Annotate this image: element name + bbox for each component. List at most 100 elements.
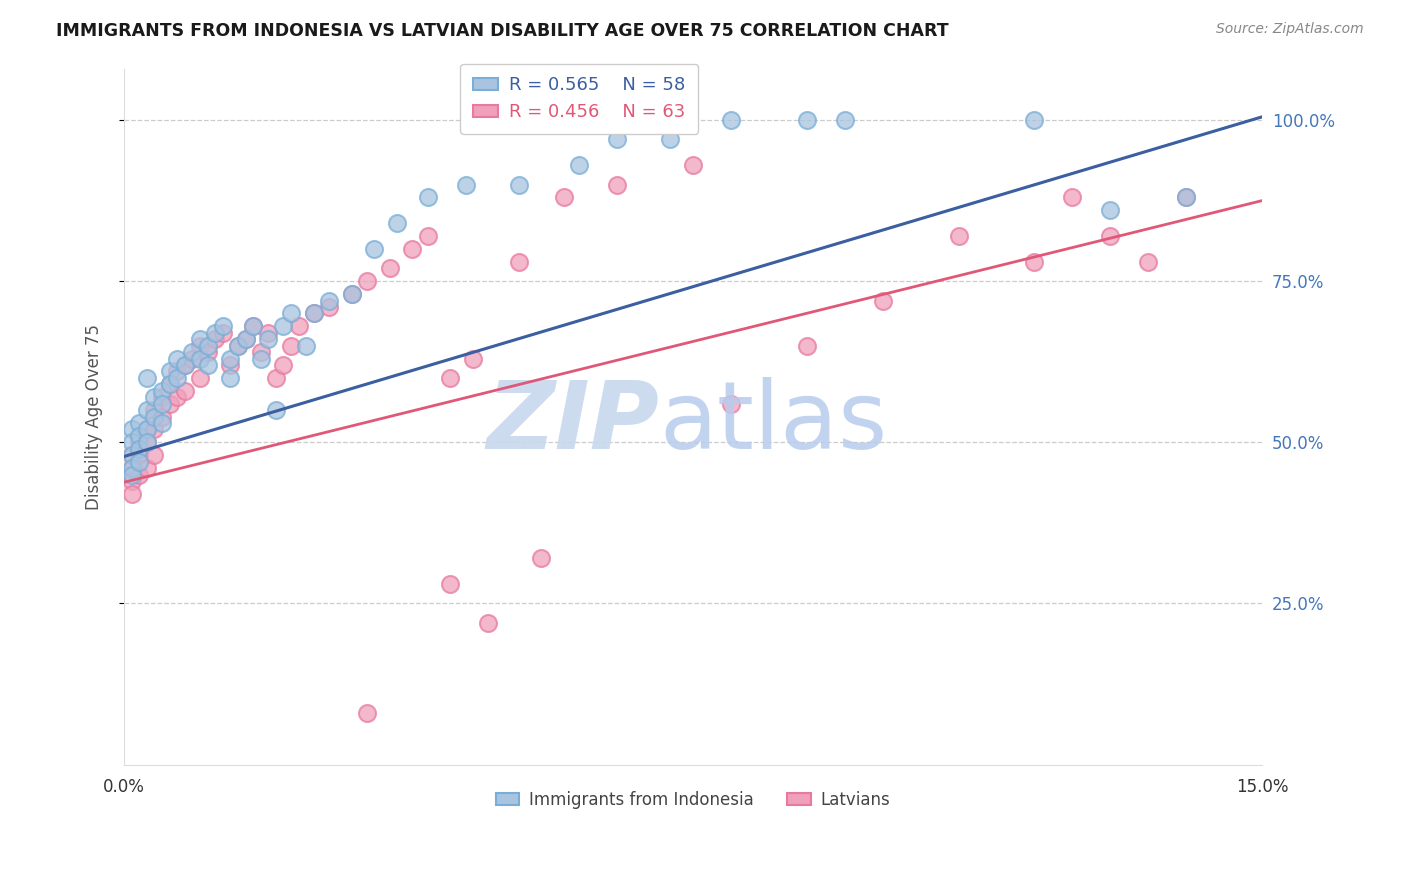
Y-axis label: Disability Age Over 75: Disability Age Over 75 — [86, 324, 103, 509]
Point — [166, 390, 188, 404]
Point — [401, 242, 423, 256]
Point — [226, 338, 249, 352]
Point — [197, 338, 219, 352]
Point — [219, 358, 242, 372]
Point — [121, 422, 143, 436]
Point — [150, 409, 173, 424]
Point — [553, 190, 575, 204]
Point — [128, 467, 150, 482]
Point — [1137, 255, 1160, 269]
Point — [378, 261, 401, 276]
Point — [204, 326, 226, 340]
Point — [128, 429, 150, 443]
Point — [1024, 255, 1046, 269]
Point — [439, 577, 461, 591]
Point — [235, 332, 257, 346]
Point — [508, 255, 530, 269]
Point — [135, 422, 157, 436]
Point — [135, 435, 157, 450]
Point — [128, 435, 150, 450]
Point — [948, 229, 970, 244]
Point — [257, 326, 280, 340]
Point — [1175, 190, 1198, 204]
Point — [477, 615, 499, 630]
Point — [143, 448, 166, 462]
Point — [135, 461, 157, 475]
Point — [166, 364, 188, 378]
Point — [249, 345, 271, 359]
Point — [188, 351, 211, 366]
Point — [720, 396, 742, 410]
Point — [135, 422, 157, 436]
Text: IMMIGRANTS FROM INDONESIA VS LATVIAN DISABILITY AGE OVER 75 CORRELATION CHART: IMMIGRANTS FROM INDONESIA VS LATVIAN DIS… — [56, 22, 949, 40]
Point — [264, 403, 287, 417]
Point — [226, 338, 249, 352]
Point — [416, 190, 439, 204]
Point — [197, 345, 219, 359]
Point — [568, 158, 591, 172]
Point — [135, 435, 157, 450]
Point — [121, 448, 143, 462]
Legend: Immigrants from Indonesia, Latvians: Immigrants from Indonesia, Latvians — [489, 784, 897, 815]
Point — [318, 293, 340, 308]
Point — [295, 338, 318, 352]
Point — [181, 345, 204, 359]
Point — [188, 371, 211, 385]
Point — [150, 416, 173, 430]
Point — [121, 474, 143, 488]
Point — [1099, 203, 1122, 218]
Point — [121, 435, 143, 450]
Point — [280, 306, 302, 320]
Point — [173, 358, 195, 372]
Point — [1175, 190, 1198, 204]
Point — [128, 455, 150, 469]
Point — [606, 178, 628, 192]
Point — [796, 113, 818, 128]
Point — [128, 442, 150, 456]
Point — [159, 364, 181, 378]
Point — [454, 178, 477, 192]
Point — [181, 351, 204, 366]
Point — [416, 229, 439, 244]
Point — [242, 319, 264, 334]
Point — [796, 338, 818, 352]
Point — [720, 113, 742, 128]
Point — [121, 487, 143, 501]
Point — [356, 706, 378, 720]
Text: ZIP: ZIP — [486, 377, 659, 469]
Point — [273, 358, 295, 372]
Point — [159, 377, 181, 392]
Point — [1099, 229, 1122, 244]
Point — [150, 384, 173, 398]
Point — [318, 300, 340, 314]
Point — [121, 467, 143, 482]
Point — [150, 396, 173, 410]
Point — [173, 384, 195, 398]
Point — [219, 351, 242, 366]
Point — [204, 332, 226, 346]
Point — [363, 242, 385, 256]
Point — [121, 461, 143, 475]
Point — [1024, 113, 1046, 128]
Point — [188, 338, 211, 352]
Point — [249, 351, 271, 366]
Point — [135, 403, 157, 417]
Point — [682, 158, 704, 172]
Point — [280, 338, 302, 352]
Point — [173, 358, 195, 372]
Point — [257, 332, 280, 346]
Point — [121, 461, 143, 475]
Point — [143, 403, 166, 417]
Text: atlas: atlas — [659, 377, 887, 469]
Point — [273, 319, 295, 334]
Point — [211, 319, 233, 334]
Point — [439, 371, 461, 385]
Point — [340, 287, 363, 301]
Point — [387, 216, 409, 230]
Point — [508, 178, 530, 192]
Point — [128, 448, 150, 462]
Point — [159, 396, 181, 410]
Point — [188, 332, 211, 346]
Point — [128, 416, 150, 430]
Point — [606, 132, 628, 146]
